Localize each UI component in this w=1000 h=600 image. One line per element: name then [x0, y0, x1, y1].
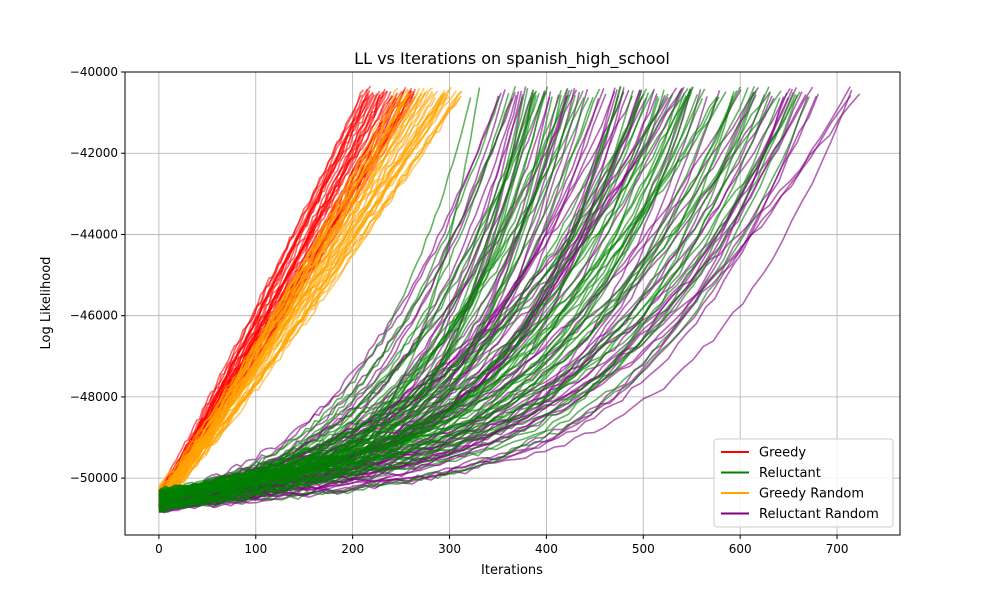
series-line: [158, 89, 534, 502]
legend-label: Greedy Random: [759, 487, 864, 502]
series-line: [158, 96, 734, 510]
plot-frame: [124, 71, 901, 536]
y-tick-label: −40000: [70, 65, 118, 79]
chart-title: LL vs Iterations on spanish_high_school: [354, 49, 670, 69]
x-tick-label: 200: [341, 542, 364, 556]
series-line: [158, 95, 818, 511]
series-line: [158, 92, 540, 494]
series-line: [158, 89, 446, 510]
x-axis: 0 100 200 300 400 500 600 700: [155, 535, 848, 556]
x-tick-label: 400: [535, 542, 558, 556]
x-tick-label: 100: [244, 542, 267, 556]
x-tick-label: 0: [155, 542, 163, 556]
series-line: [158, 91, 427, 491]
series-line: [158, 87, 689, 500]
series-line: [158, 95, 500, 498]
y-tick-label: −46000: [70, 309, 118, 323]
y-tick-label: −42000: [70, 146, 118, 160]
series-line: [158, 86, 742, 511]
legend-box: [713, 438, 894, 528]
series-line: [158, 87, 421, 494]
series-line: [158, 88, 368, 499]
series-line: [158, 96, 443, 503]
series-layer: [158, 85, 861, 514]
series-line: [158, 97, 461, 508]
y-tick-label: −44000: [70, 227, 118, 241]
legend-label: Reluctant: [759, 466, 821, 481]
series-line: [158, 86, 517, 497]
x-tick-label: 700: [826, 542, 849, 556]
x-tick-label: 300: [438, 542, 461, 556]
series-line: [158, 94, 699, 492]
x-tick-label: 600: [729, 542, 752, 556]
y-tick-label: −50000: [70, 471, 118, 485]
legend-label: Reluctant Random: [759, 507, 879, 522]
x-axis-title: Iterations: [481, 563, 543, 578]
series-line: [158, 92, 771, 506]
series-line: [158, 88, 409, 489]
y-tick-label: −48000: [70, 390, 118, 404]
legend-label: Greedy: [759, 446, 806, 461]
x-tick-label: 500: [632, 542, 655, 556]
series-greedy-random: [158, 86, 463, 511]
y-axis-title: Log Likelihood: [39, 257, 54, 350]
series-line: [158, 90, 782, 511]
legend: Greedy Reluctant Greedy Random Reluctant Ra…: [713, 438, 894, 528]
series-line: [158, 93, 427, 496]
series-line: [158, 96, 811, 509]
series-reluctant: [158, 85, 811, 514]
y-axis: −50000 −48000 −46000 −44000 −42000 −40000: [70, 65, 125, 485]
